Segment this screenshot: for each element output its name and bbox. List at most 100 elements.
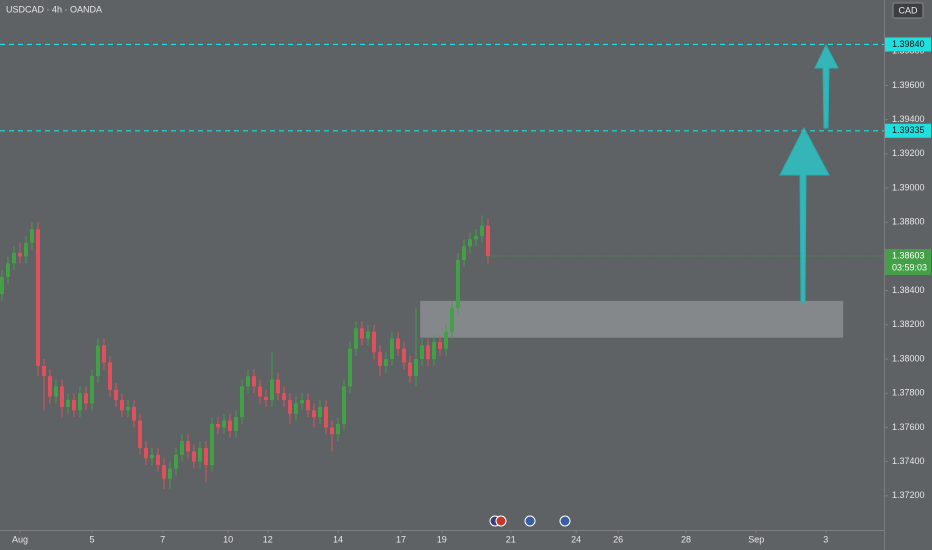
candle-body (300, 400, 304, 404)
event-icons (489, 515, 571, 527)
y-tick-label: 1.39200 (892, 148, 925, 158)
x-tick-label: Sep (748, 534, 764, 544)
candle-body (240, 386, 244, 418)
y-tick-label: 1.38400 (892, 285, 925, 295)
candle-body (294, 403, 298, 414)
x-tick-label: 28 (681, 534, 691, 544)
candle-body (54, 386, 58, 397)
candle-body (480, 225, 484, 236)
candle-body (384, 359, 388, 366)
candle-body (48, 376, 52, 397)
candle-body (438, 341, 442, 349)
candle-body (456, 259, 460, 308)
countdown: 03:59:03 (892, 262, 927, 272)
candle-body (348, 348, 352, 387)
x-tick-label: Aug (12, 534, 28, 544)
event-icon[interactable] (524, 515, 536, 527)
candle-body (312, 410, 316, 418)
candle-body (132, 406, 136, 421)
candle-body (72, 400, 76, 411)
candle-body (414, 359, 418, 377)
candle-body (486, 225, 490, 256)
candle-body (252, 376, 256, 387)
candle-body (84, 393, 88, 404)
y-tick-label: 1.39600 (892, 80, 925, 90)
candle-body (186, 441, 190, 452)
candle-body (396, 338, 400, 349)
candle-body (342, 386, 346, 424)
arrows (779, 43, 839, 303)
candle-body (174, 454, 178, 469)
candle-body (372, 331, 376, 353)
candle-body (366, 331, 370, 339)
event-icon[interactable] (559, 515, 571, 527)
y-tick-label: 1.39000 (892, 182, 925, 192)
candle-body (336, 424, 340, 435)
x-tick-label: 26 (613, 534, 623, 544)
candle-body (120, 400, 124, 411)
candle-body (102, 345, 106, 363)
x-tick-label: 12 (263, 534, 273, 544)
chart-title: USDCAD · 4h · OANDA (6, 4, 102, 14)
x-tick-label: 3 (823, 534, 828, 544)
candle-body (156, 454, 160, 466)
candle-body (78, 393, 82, 411)
x-tick-label: 19 (437, 534, 447, 544)
candle-body (474, 235, 478, 240)
price-label-box (885, 37, 931, 52)
support-zone (420, 300, 844, 338)
candle-body (354, 328, 358, 349)
candle-body (282, 393, 286, 401)
candle-body (162, 465, 166, 479)
candle-body (12, 253, 16, 264)
candle-body (180, 441, 184, 455)
candle-body (462, 246, 466, 260)
plot-area (0, 215, 844, 489)
x-tick-label: 7 (160, 534, 165, 544)
price-label: 1.39840 (892, 39, 925, 49)
candle-body (18, 253, 22, 257)
x-tick-label: 14 (333, 534, 343, 544)
y-tick-label: 1.38000 (892, 353, 925, 363)
candle-body (150, 454, 154, 459)
candle-body (360, 328, 364, 339)
event-icon[interactable] (495, 515, 507, 527)
candle-body (402, 348, 406, 363)
x-tick-label: 5 (89, 534, 94, 544)
y-tick-label: 1.37200 (892, 490, 925, 500)
arrow-up (814, 43, 839, 129)
x-tick-label: 10 (223, 534, 233, 544)
candle-body (42, 365, 46, 377)
candle-body (90, 376, 94, 404)
candle-body (144, 447, 148, 459)
candle-body (408, 362, 412, 377)
candle-body (114, 389, 118, 401)
candle-body (96, 345, 100, 377)
last-price-label: 1.38603 (892, 250, 925, 260)
candle-body (234, 417, 238, 431)
candle-body (330, 427, 334, 435)
candle-body (222, 420, 226, 428)
candle-body (210, 424, 214, 466)
arrow-up (779, 126, 830, 303)
y-tick-label: 1.37600 (892, 422, 925, 432)
y-tick-label: 1.37800 (892, 388, 925, 398)
candle-body (288, 400, 292, 414)
x-tick-label: 21 (506, 534, 516, 544)
last-price-box (885, 248, 931, 275)
y-tick-label: 1.38800 (892, 217, 925, 227)
candle-body (6, 263, 10, 277)
currency-badge[interactable] (892, 2, 924, 19)
candle-body (432, 341, 436, 360)
candle-body (246, 376, 250, 387)
candle-body (228, 420, 232, 431)
candle-body (390, 338, 394, 360)
candle-body (276, 379, 280, 394)
y-tick-label: 1.39400 (892, 114, 925, 124)
candle-body (0, 276, 4, 295)
candle-body (324, 406, 328, 428)
candle-body (198, 447, 202, 462)
x-tick-label: 17 (396, 534, 406, 544)
candle-body (36, 229, 40, 366)
